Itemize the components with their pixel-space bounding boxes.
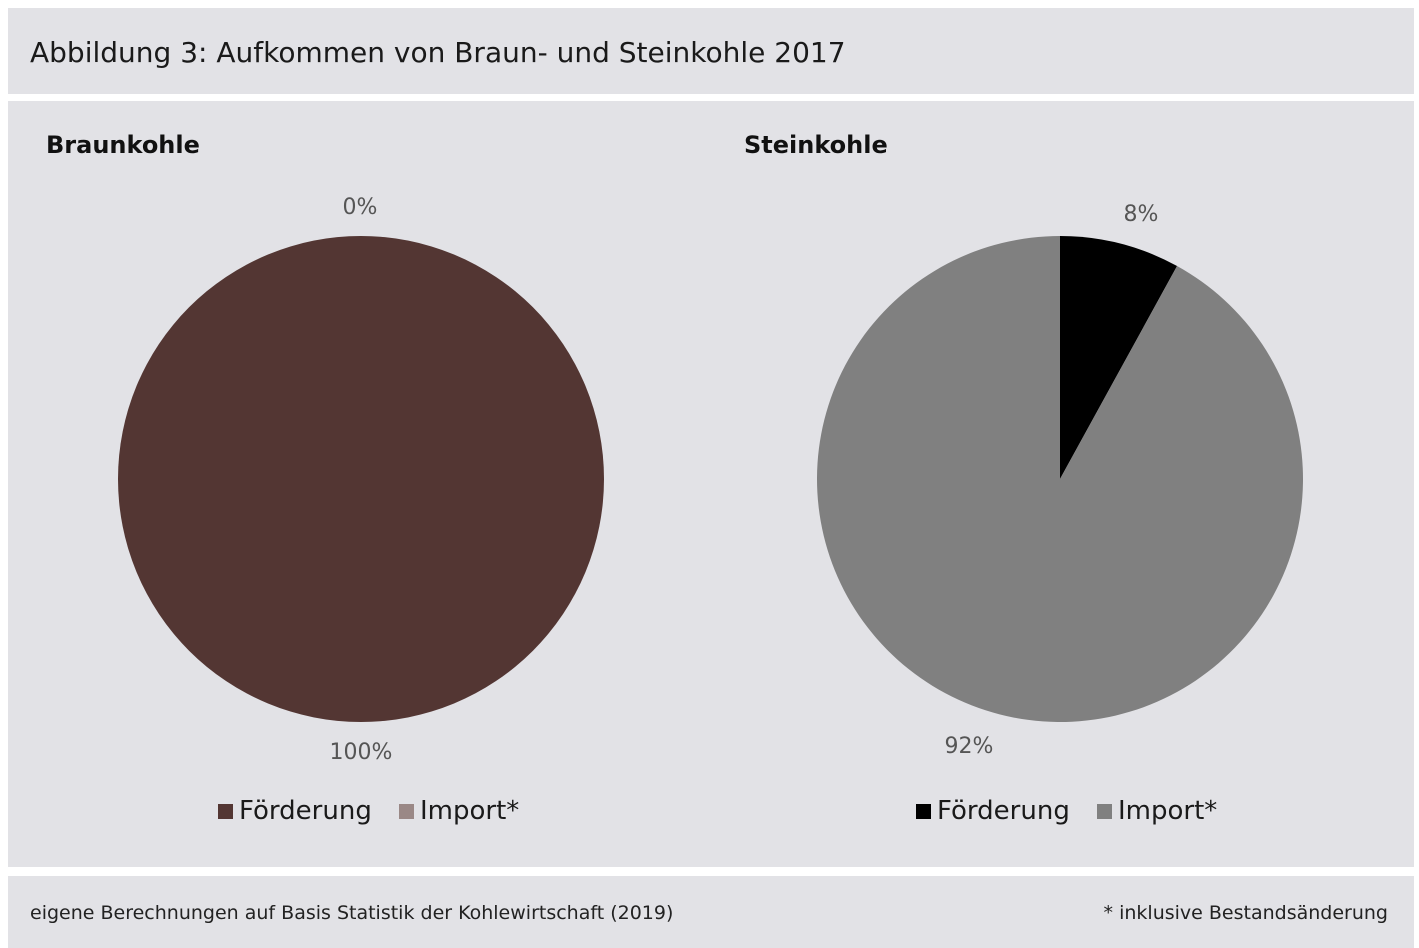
legend-label-1-0: Förderung	[937, 796, 1070, 826]
figure-footer: eigene Berechnungen auf Basis Statistik …	[8, 876, 1414, 948]
legend-swatch-0-1	[399, 804, 414, 819]
legend-swatch-1-0	[916, 804, 931, 819]
chart-title-steinkohle: Steinkohle	[744, 131, 888, 159]
legend-label-0-0: Förderung	[239, 796, 372, 826]
pie-slice-0-0	[118, 236, 604, 722]
figure-header: Abbildung 3: Aufkommen von Braun- und St…	[8, 8, 1414, 94]
slice-label-1-1: 92%	[945, 734, 994, 759]
source-note: eigene Berechnungen auf Basis Statistik …	[30, 902, 674, 924]
footnote: * inklusive Bestandsänderung	[1103, 902, 1388, 924]
pie-slice-1-1	[817, 236, 1304, 722]
figure-title: Abbildung 3: Aufkommen von Braun- und St…	[30, 36, 846, 69]
legend-swatch-0-0	[218, 804, 233, 819]
slice-label-0-0: 100%	[330, 740, 393, 765]
legend-swatch-1-1	[1097, 804, 1112, 819]
legend-label-1-1: Import*	[1118, 796, 1217, 826]
slice-label-1-0: 8%	[1124, 202, 1159, 227]
slice-label-0-1: 0%	[343, 195, 378, 220]
pie-charts: 100% 0% Förderung Import* 8% 92% Förderung Impo…	[118, 195, 1304, 826]
legend-label-0-1: Import*	[420, 796, 519, 826]
charts-area: Braunkohle Steinkohle 100% 0% Förderung Imp…	[8, 101, 1414, 867]
chart-title-braunkohle: Braunkohle	[46, 131, 200, 159]
pie-slice-1-0	[1060, 236, 1178, 479]
